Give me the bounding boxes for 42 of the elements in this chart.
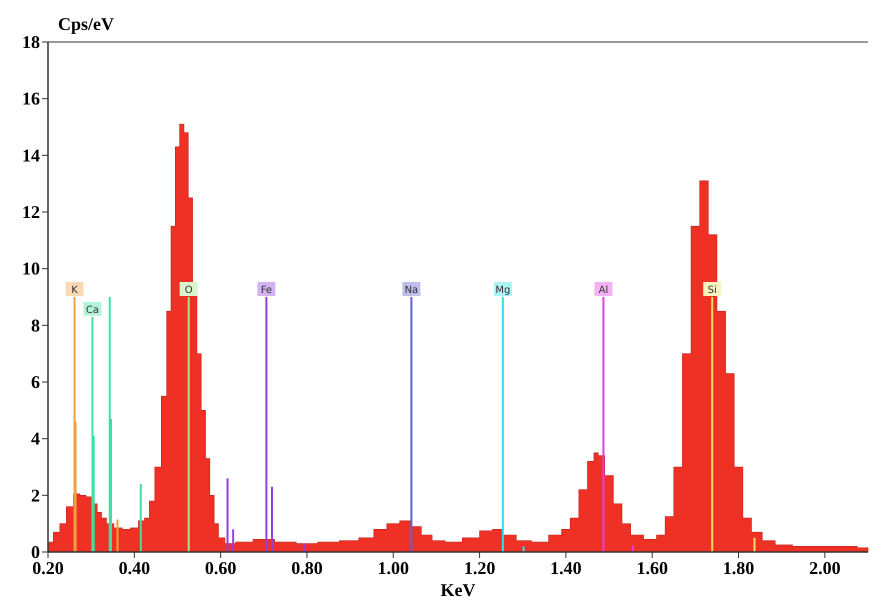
series-label: Na [404, 285, 418, 296]
y-tick-label: 18 [22, 32, 40, 52]
bar [502, 297, 504, 552]
y-tick-label: 8 [31, 315, 40, 336]
x-tick-label: 0.40 [118, 558, 150, 578]
series-label: Fe [260, 285, 272, 296]
series-label: Ca [86, 304, 100, 316]
bar [265, 297, 268, 552]
series-label: Al [598, 285, 608, 296]
bar [302, 544, 305, 552]
bar [226, 478, 229, 552]
bar [602, 297, 604, 552]
bar [632, 545, 634, 552]
x-axis-title: KeV [440, 580, 476, 600]
y-tick-label: 14 [22, 145, 40, 166]
y-tick-label: 2 [31, 485, 40, 506]
x-tick-label: 1.80 [722, 558, 754, 578]
y-tick-label: 4 [31, 428, 40, 449]
x-tick-label: 1.60 [636, 558, 668, 578]
bar [116, 519, 118, 552]
bar [753, 538, 756, 552]
bar [140, 484, 142, 552]
x-tick-label: 1.40 [550, 558, 582, 578]
x-tick-label: 0.60 [204, 558, 236, 578]
x-tick-label: 0.80 [291, 558, 323, 578]
bar [410, 297, 412, 552]
bar [232, 529, 234, 552]
series-label: Mg [495, 285, 510, 296]
bar [270, 486, 273, 552]
bar [188, 297, 190, 552]
y-axis-title: Cps/eV [58, 14, 114, 34]
y-tick-label: 6 [31, 372, 40, 392]
x-tick-label: 1.20 [464, 558, 496, 578]
bar [711, 297, 714, 552]
series-label: K [71, 285, 78, 296]
series-label: O [184, 285, 193, 296]
y-tick-label: 12 [22, 202, 40, 222]
x-tick-label: 1.00 [378, 558, 410, 578]
y-tick-label: 10 [22, 258, 40, 279]
y-tick-label: 16 [22, 88, 40, 109]
series-label: Si [708, 285, 717, 296]
x-tick-label: 2.00 [809, 558, 841, 578]
